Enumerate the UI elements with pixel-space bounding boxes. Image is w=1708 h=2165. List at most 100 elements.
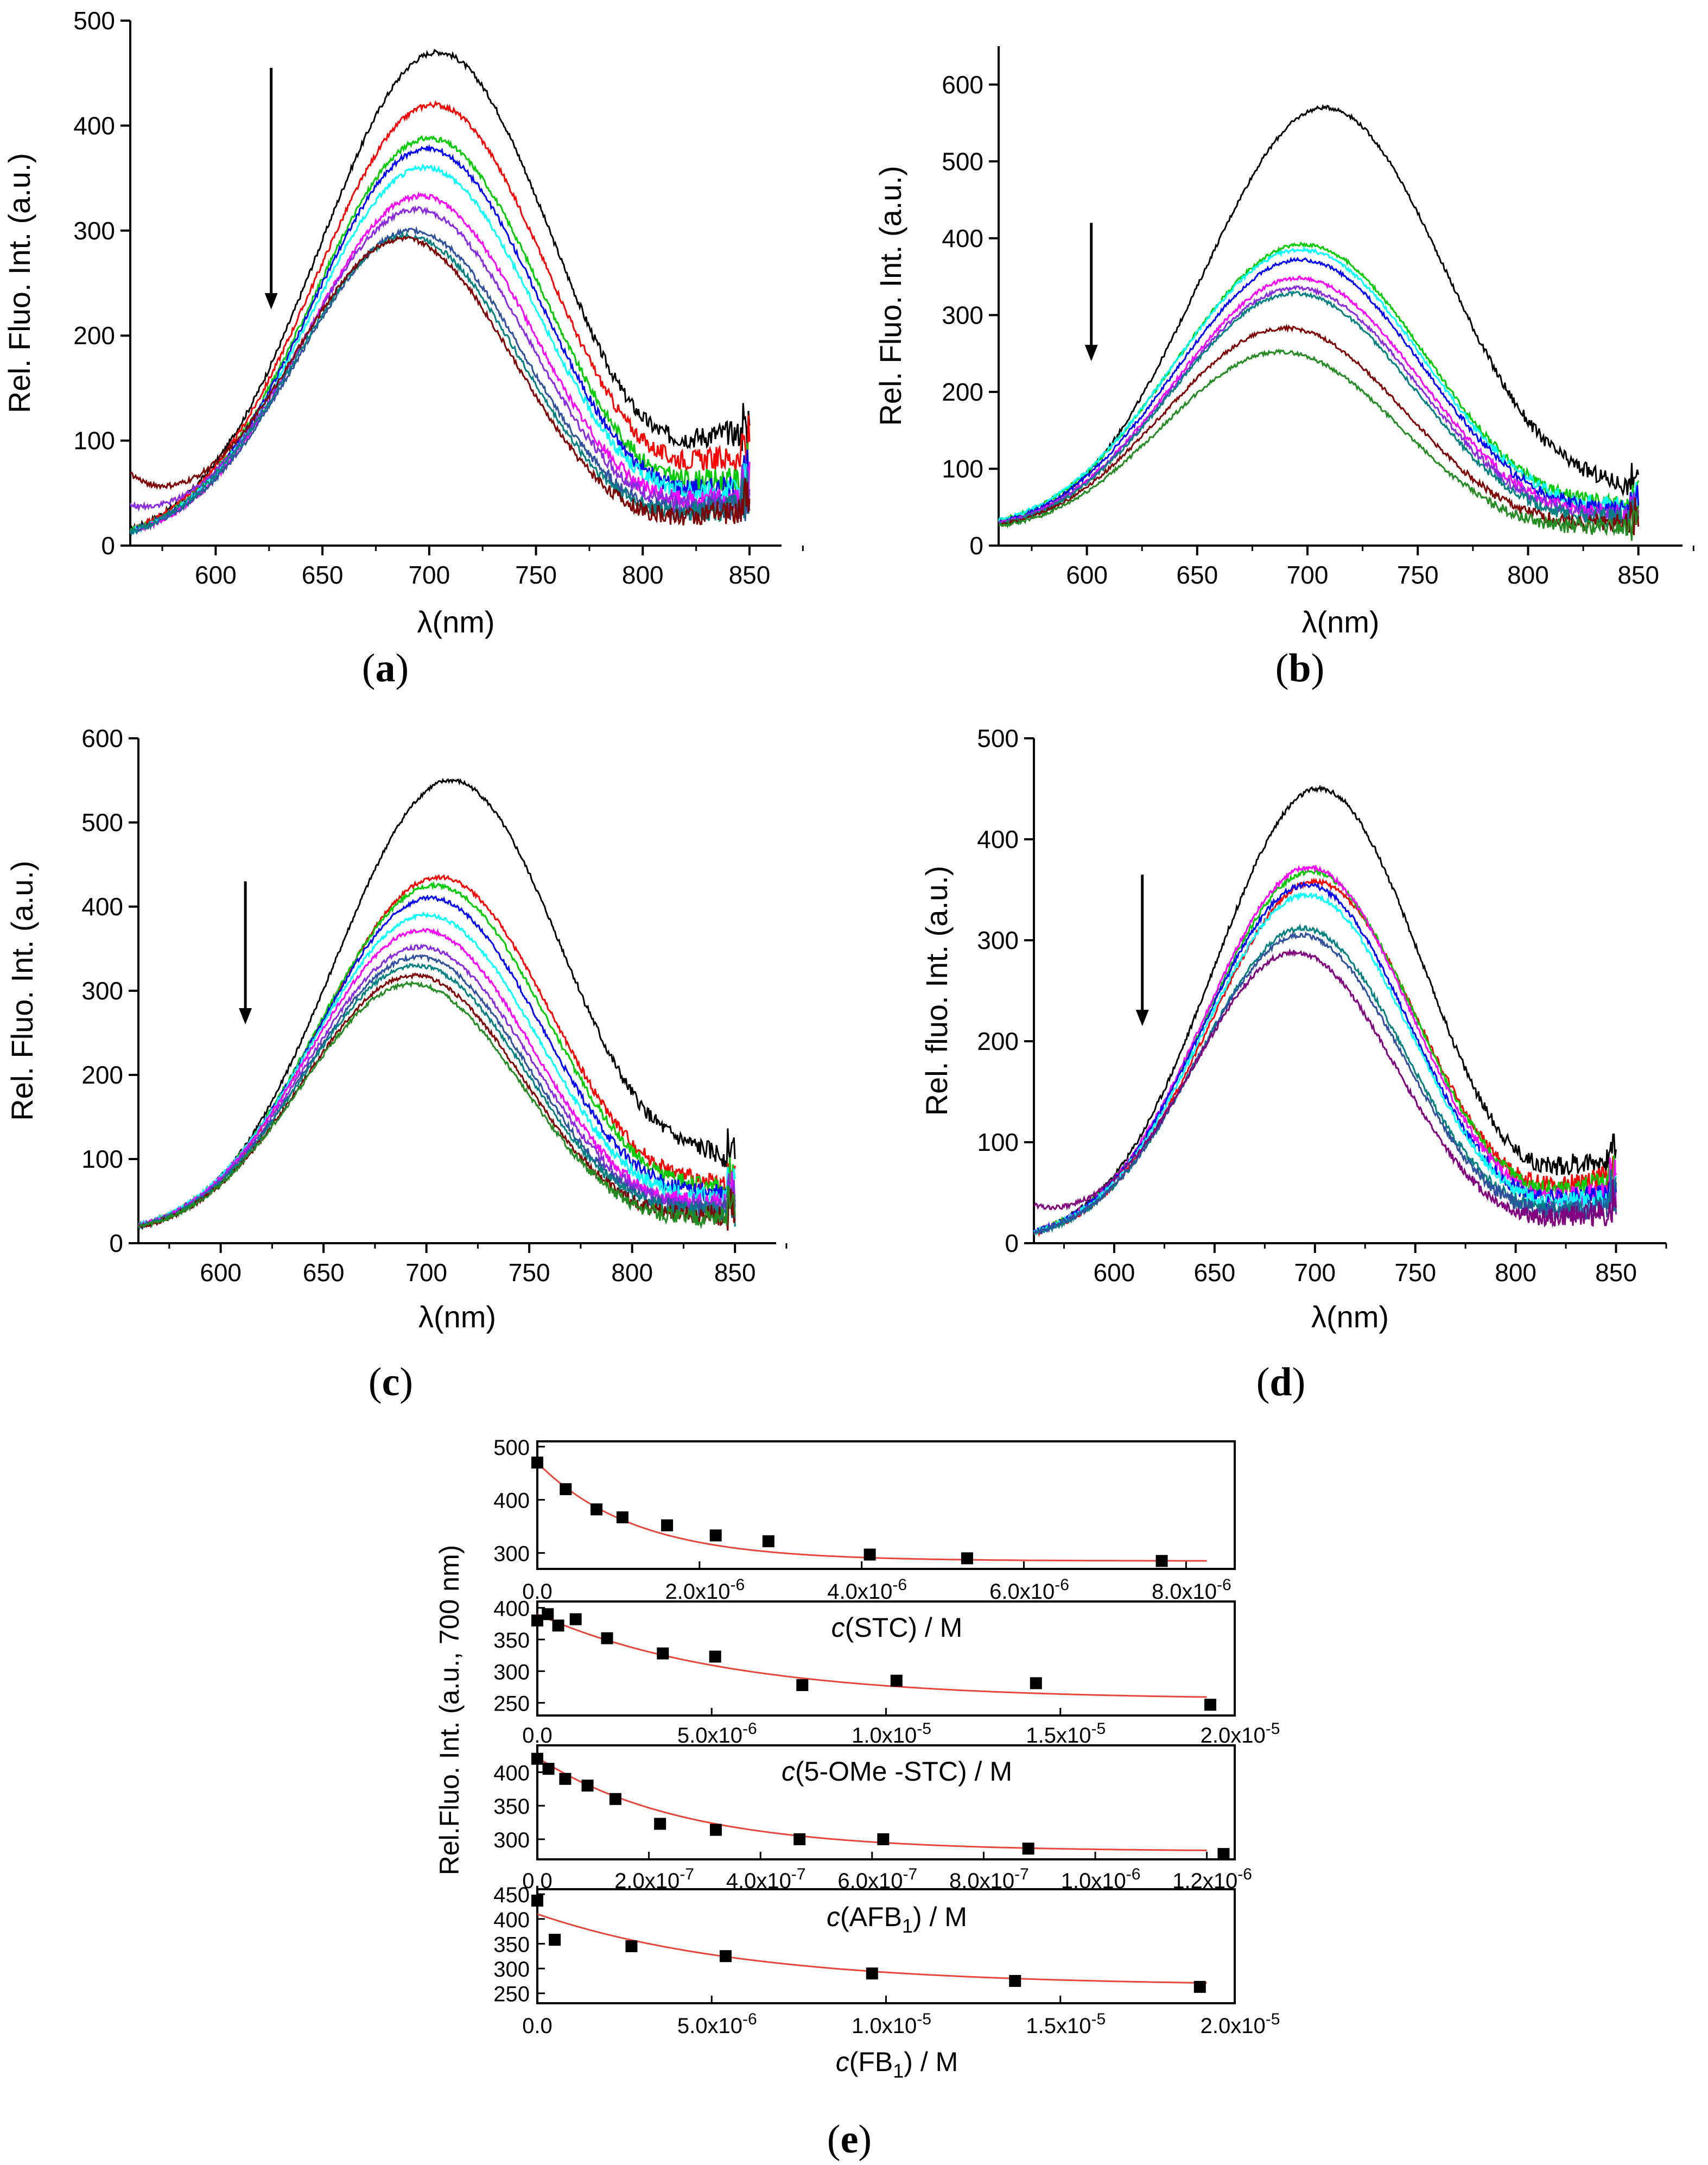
y-tick-label: 500: [977, 724, 1019, 752]
x-tick-label: 2.0x10-6: [665, 1576, 745, 1604]
y-tick-label: 250: [493, 1692, 530, 1716]
series-line-spectrum-4: [130, 144, 751, 534]
x-tick-label: 750: [515, 561, 557, 589]
x-axis-label: c(STC) / M: [831, 1612, 963, 1643]
y-tick-label: 300: [493, 1958, 530, 1982]
y-tick-label: 300: [81, 977, 123, 1005]
x-tick-label: 800: [1495, 1258, 1536, 1287]
y-tick-label: 300: [493, 1660, 530, 1684]
x-tick-label: 700: [405, 1258, 447, 1287]
series-line-spectrum-5: [138, 911, 736, 1227]
y-tick-label: 500: [942, 147, 983, 175]
data-point: [796, 1679, 809, 1691]
x-tick-label: 600: [1094, 1258, 1135, 1287]
data-point: [591, 1503, 603, 1516]
data-point: [569, 1613, 582, 1625]
series-line-spectrum-6: [1033, 891, 1617, 1236]
series-line-spectrum-9: [998, 348, 1640, 541]
y-tick-label: 500: [73, 7, 115, 35]
x-tick-label: 2.0x10-5: [1201, 1720, 1280, 1748]
x-axis-label: λ(nm): [1301, 605, 1379, 639]
x-tick-label: 1.0x10-5: [852, 1720, 931, 1748]
data-point: [609, 1793, 621, 1805]
data-point: [531, 1752, 543, 1765]
data-point: [1022, 1843, 1034, 1855]
data-point: [531, 1615, 543, 1626]
data-point: [661, 1519, 674, 1531]
y-tick-label: 300: [493, 1828, 530, 1852]
data-point: [863, 1548, 876, 1561]
x-tick-label: 750: [1397, 561, 1439, 589]
trend-arrow-head: [239, 1008, 252, 1024]
y-tick-label: 400: [81, 892, 123, 921]
y-tick-label: 400: [493, 1761, 530, 1785]
series-line-spectrum-2: [129, 100, 751, 533]
x-axis-label: λ(nm): [1311, 1300, 1389, 1334]
x-tick-label: 6.0x10-6: [989, 1576, 1069, 1604]
subplot-5-OMe-STC: 250 300 350 400 0.0 5.0x10-6 1.0x10-5 1.5x10-5 2…: [493, 1597, 1280, 1787]
x-axis-label: c(AFB1) / M: [827, 1902, 967, 1937]
y-tick-label: 200: [73, 321, 115, 350]
data-point: [560, 1483, 572, 1496]
y-tick-label: 400: [73, 111, 115, 140]
trend-arrow-head: [1135, 1010, 1149, 1027]
x-tick-label: 600: [1066, 561, 1108, 589]
y-tick-label: 350: [493, 1629, 530, 1653]
panel-caption: (b): [1275, 646, 1324, 691]
x-axis-label: c(5-OMe -STC) / M: [782, 1756, 1012, 1787]
data-point: [657, 1647, 669, 1660]
data-point: [762, 1535, 774, 1548]
y-tick-label: 350: [493, 1795, 530, 1819]
x-tick-label: 850: [1595, 1258, 1637, 1287]
x-tick-label: 600: [200, 1258, 242, 1287]
y-axis-label: Rel. fluo. Int. (a.u.): [919, 866, 954, 1116]
series-line-spectrum-10: [129, 235, 751, 526]
data-point: [616, 1511, 628, 1524]
data-point: [866, 1967, 878, 1980]
data-point: [1193, 1980, 1206, 1993]
x-tick-label: 850: [729, 561, 771, 589]
chart-panel-e: 300 400 500 0.0 2.0x10-6 4.0x10-6 6.0x10-6 8.0x…: [434, 1436, 1280, 2162]
x-axis-label: λ(nm): [418, 1300, 496, 1334]
data-point: [542, 1763, 555, 1775]
x-axis-label: λ(nm): [417, 605, 494, 639]
y-tick-label: 600: [942, 71, 983, 99]
data-point: [1155, 1555, 1168, 1567]
chart-panel-d: 600 650 700 750 800 850 0 100 200 300 400 500 λ(nm) R…: [919, 724, 1667, 1404]
data-point: [709, 1650, 721, 1663]
x-tick-label: 750: [1394, 1258, 1436, 1287]
y-tick-label: 100: [81, 1145, 123, 1173]
x-tick-label: 700: [1287, 561, 1329, 589]
data-point: [581, 1780, 594, 1792]
panel-caption: (c): [369, 1360, 413, 1404]
data-point: [890, 1674, 903, 1687]
y-tick-label: 100: [977, 1128, 1019, 1156]
series-line-spectrum-9: [129, 231, 751, 536]
data-point: [1204, 1699, 1217, 1711]
trend-arrow-head: [264, 293, 278, 309]
series-line-spectrum-11: [138, 980, 736, 1230]
x-tick-label: 700: [1294, 1258, 1336, 1287]
data-point: [1009, 1974, 1021, 1987]
y-tick-label: 200: [81, 1061, 123, 1089]
x-tick-label: 650: [1193, 1258, 1235, 1287]
series-line-spectrum-9: [137, 962, 736, 1231]
data-point: [654, 1818, 666, 1830]
y-tick-label: 300: [493, 1542, 530, 1566]
data-point: [719, 1950, 732, 1963]
x-tick-label: 850: [1617, 561, 1659, 589]
y-axis-label: Rel. Fluo. Int. (a.u.): [2, 153, 36, 413]
y-tick-label: 400: [493, 1489, 530, 1513]
x-tick-label: 800: [1507, 561, 1549, 589]
x-tick-label: 2.0x10-5: [1201, 2010, 1280, 2038]
series-line-spectrum-1: [130, 48, 751, 533]
y-axis-label: Rel. Fluo. Int. (a.u.): [873, 166, 907, 426]
series-line-spectrum-1: [1033, 784, 1617, 1235]
panel-caption: (d): [1256, 1360, 1305, 1404]
data-point: [793, 1833, 806, 1845]
data-point: [552, 1619, 564, 1632]
x-tick-label: 5.0x10-6: [677, 2010, 757, 2038]
